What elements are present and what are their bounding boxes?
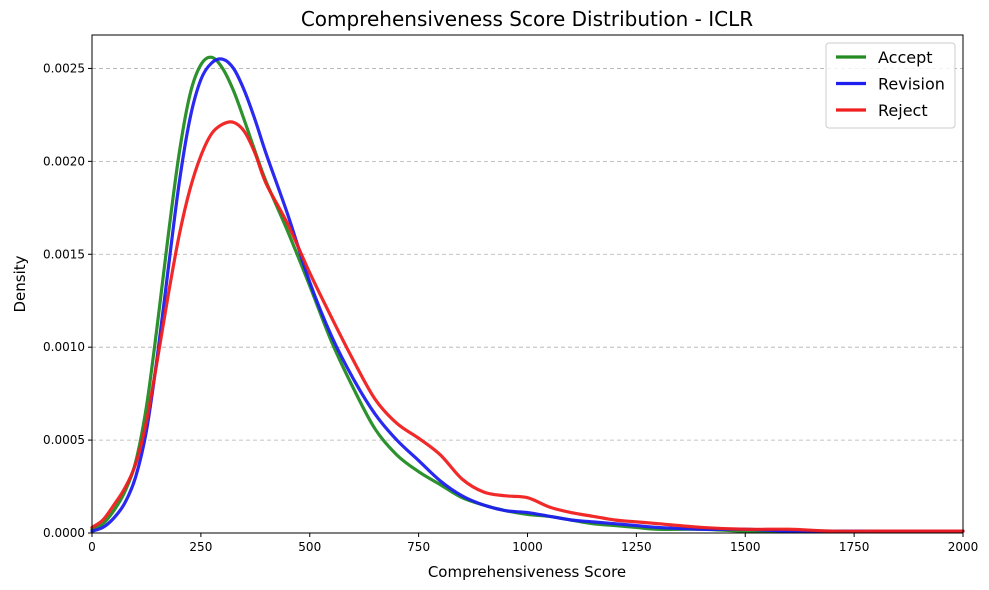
series-lines (90, 55, 965, 533)
legend-label-reject: Reject (878, 101, 928, 120)
y-tick-label: 0.0015 (43, 247, 85, 261)
y-tick-label: 0.0020 (43, 154, 85, 168)
x-axis-ticks: 0 250 500 750 1000 1250 1500 1750 2000 (88, 533, 978, 554)
legend-label-revision: Revision (878, 75, 945, 94)
legend: Accept Revision Reject (825, 42, 956, 129)
x-tick-label: 1500 (730, 540, 761, 554)
legend-label-accept: Accept (878, 48, 933, 67)
x-tick-label: 750 (407, 540, 430, 554)
grid-lines (92, 68, 963, 441)
x-tick-label: 250 (189, 540, 212, 554)
x-tick-label: 1000 (512, 540, 543, 554)
series-line-revision (90, 57, 965, 533)
y-tick-label: 0.0025 (43, 61, 85, 75)
x-tick-label: 1250 (621, 540, 652, 554)
chart-title: Comprehensiveness Score Distribution - I… (301, 7, 753, 31)
y-tick-label: 0.0005 (43, 433, 85, 447)
y-tick-label: 0.0010 (43, 340, 85, 354)
y-tick-label: 0.0000 (43, 526, 85, 540)
x-tick-label: 0 (88, 540, 96, 554)
x-tick-label: 500 (298, 540, 321, 554)
plot-background (92, 35, 963, 533)
y-axis-label: Density (11, 255, 29, 312)
legend-frame (825, 42, 956, 129)
x-tick-label: 1750 (839, 540, 870, 554)
y-axis-ticks: 0.0000 0.0005 0.0010 0.0015 0.0020 0.0025 (43, 61, 92, 540)
series-line-reject (90, 120, 965, 533)
x-axis-label: Comprehensiveness Score (428, 563, 626, 581)
x-tick-label: 2000 (948, 540, 979, 554)
series-line-accept (90, 55, 965, 533)
